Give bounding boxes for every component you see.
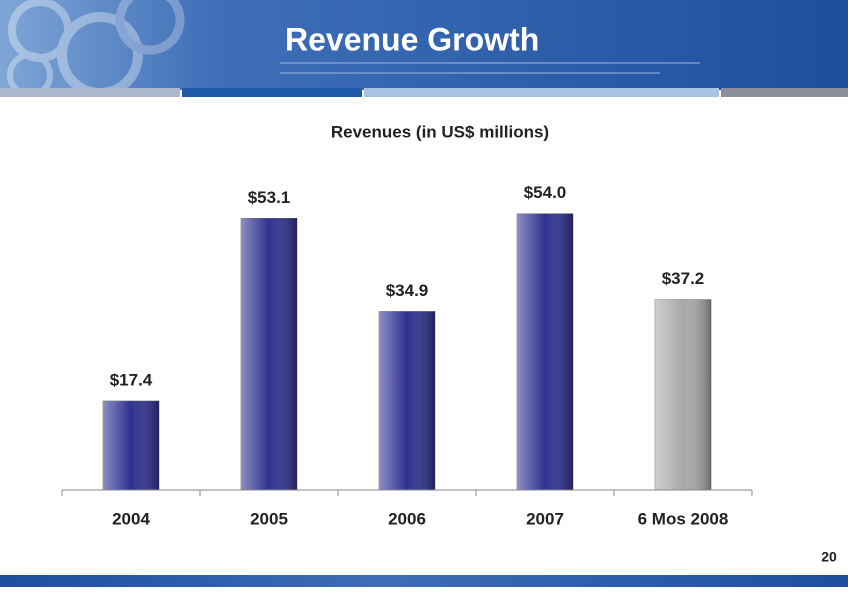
bar-shade [379,311,435,490]
value-label: $17.4 [110,370,153,389]
bar-shade [655,299,711,490]
stripe [0,88,180,97]
x-tick-label: 2007 [526,509,564,528]
x-tick-label: 2006 [388,509,426,528]
bar-shade [517,213,573,490]
x-tick-label: 2005 [250,509,288,528]
value-label: $34.9 [386,281,429,300]
value-label: $37.2 [662,269,705,288]
bar-shade [103,400,159,490]
stripe [364,88,719,97]
x-tick-label: 2004 [112,509,150,528]
slide-title: Revenue Growth [285,21,539,57]
plot: 2004 $17.4 2005 $53.1 2006 $34.9 2007 $54.0 6 Mo… [61,183,753,528]
footer-band [0,575,848,587]
header-band [0,0,848,90]
value-label: $53.1 [248,188,291,207]
x-tick-label: 6 Mos 2008 [638,509,729,528]
chart-title: Revenues (in US$ millions) [331,122,549,141]
page-number: 20 [821,549,837,565]
stripe [182,88,362,97]
value-label: $54.0 [524,183,567,202]
stripe [721,88,848,97]
bar-shade [241,218,297,490]
